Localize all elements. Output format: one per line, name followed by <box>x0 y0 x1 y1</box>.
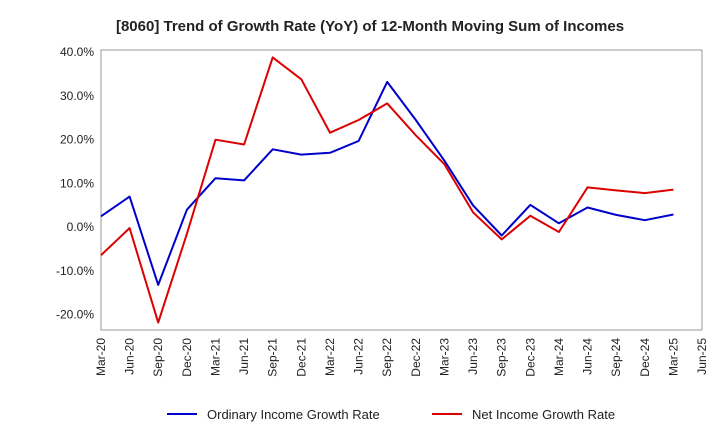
y-tick-label: 0.0% <box>67 220 95 234</box>
x-tick-label: Dec-21 <box>294 338 308 377</box>
x-tick-label: Jun-21 <box>237 338 251 375</box>
x-tick-label: Jun-25 <box>695 338 709 375</box>
x-axis-tick-labels: Mar-20 Jun-20 Sep-20 Dec-20 Mar-21 Jun-21 Sep-… <box>94 338 709 377</box>
y-tick-label: 30.0% <box>60 89 94 103</box>
x-tick-label: Mar-24 <box>552 338 566 376</box>
legend-label: Ordinary Income Growth Rate <box>207 407 380 422</box>
x-tick-label: Jun-20 <box>123 338 137 375</box>
x-tick-label: Dec-20 <box>180 338 194 377</box>
legend: Ordinary Income Growth Rate Net Income Gr… <box>167 407 615 422</box>
y-tick-label: 20.0% <box>60 133 94 147</box>
x-tick-label: Sep-23 <box>495 338 509 377</box>
x-tick-label: Jun-22 <box>352 338 366 375</box>
chart-title: [8060] Trend of Growth Rate (YoY) of 12-… <box>116 18 624 35</box>
x-tick-label: Mar-21 <box>208 338 222 376</box>
x-tick-label: Sep-20 <box>151 338 165 377</box>
y-tick-label: -20.0% <box>56 308 94 322</box>
x-tick-label: Sep-24 <box>609 338 623 377</box>
x-tick-label: Dec-24 <box>638 338 652 377</box>
x-tick-label: Sep-21 <box>266 338 280 377</box>
series-lines <box>100 56 674 324</box>
x-tick-label: Mar-25 <box>666 338 680 376</box>
x-tick-label: Mar-22 <box>323 338 337 376</box>
y-tick-label: -10.0% <box>56 264 94 278</box>
x-tick-label: Sep-22 <box>380 338 394 377</box>
x-tick-label: Jun-24 <box>581 338 595 375</box>
legend-label: Net Income Growth Rate <box>472 407 615 422</box>
y-axis-tick-labels: 40.0% 30.0% 20.0% 10.0% 0.0% -10.0% -20.0% <box>56 45 94 322</box>
x-tick-label: Dec-23 <box>523 338 537 377</box>
y-tick-label: 40.0% <box>60 45 94 59</box>
series-line-net-income <box>100 56 674 324</box>
y-tick-label: 10.0% <box>60 176 94 190</box>
x-tick-label: Dec-22 <box>409 338 423 377</box>
x-tick-label: Mar-20 <box>94 338 108 376</box>
x-tick-label: Jun-23 <box>466 338 480 375</box>
x-tick-label: Mar-23 <box>437 338 451 376</box>
